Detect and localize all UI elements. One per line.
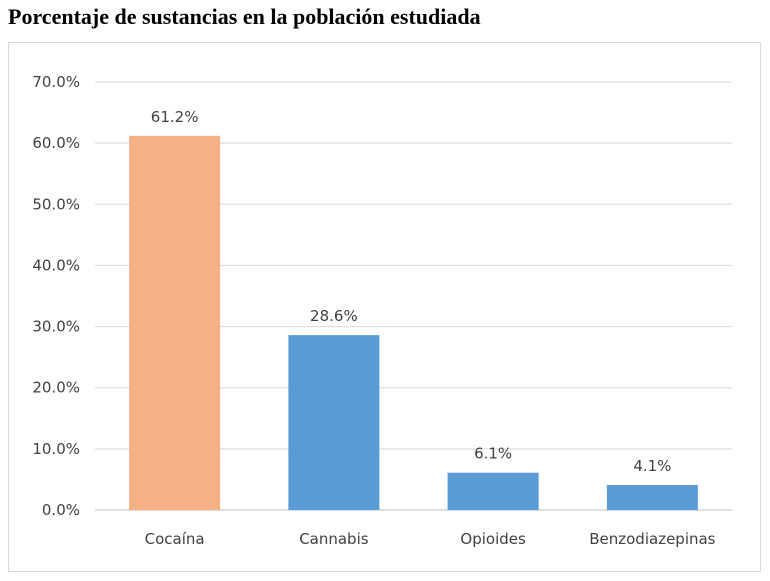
chart-title: Porcentaje de sustancias en la población… (8, 4, 481, 29)
y-tick-label: 70.0% (32, 73, 80, 91)
y-tick-label: 20.0% (32, 379, 80, 397)
bar-opioides (447, 472, 539, 510)
x-tick-label: Benzodiazepinas (589, 530, 715, 548)
bar-benzodiazepinas (606, 484, 698, 510)
data-label: 6.1% (474, 445, 512, 463)
data-label: 28.6% (310, 307, 358, 325)
bar-cannabis (288, 335, 380, 510)
bar-cocaína (129, 135, 221, 510)
y-tick-label: 10.0% (32, 440, 80, 458)
chart-frame (8, 42, 761, 572)
y-tick-label: 60.0% (32, 134, 80, 152)
y-tick-label: 50.0% (32, 195, 80, 213)
x-tick-label: Cannabis (299, 530, 369, 548)
data-label: 61.2% (151, 108, 199, 126)
y-tick-label: 30.0% (32, 318, 80, 336)
x-tick-label: Opioides (460, 530, 526, 548)
x-tick-label: Cocaína (145, 530, 205, 548)
data-label: 4.1% (633, 457, 671, 475)
y-tick-label: 40.0% (32, 256, 80, 274)
y-tick-label: 0.0% (42, 501, 80, 519)
